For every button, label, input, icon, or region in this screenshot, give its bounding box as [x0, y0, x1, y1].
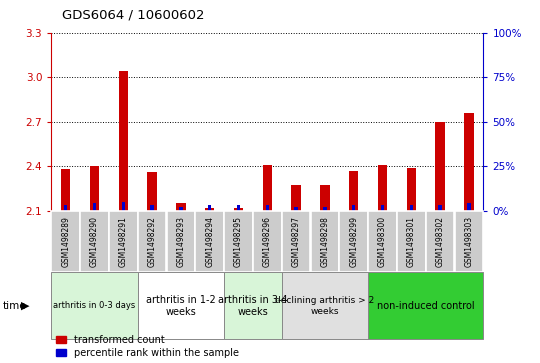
FancyBboxPatch shape	[368, 211, 397, 272]
Bar	[435, 122, 445, 211]
Text: declining arthritis > 2
weeks: declining arthritis > 2 weeks	[275, 296, 375, 315]
Bar	[409, 205, 413, 211]
Bar	[262, 164, 272, 211]
FancyBboxPatch shape	[368, 272, 483, 339]
Bar	[320, 185, 329, 211]
FancyBboxPatch shape	[282, 211, 310, 272]
FancyBboxPatch shape	[224, 211, 253, 272]
Bar	[147, 172, 157, 211]
Bar	[294, 207, 298, 211]
FancyBboxPatch shape	[51, 272, 138, 339]
Bar	[323, 207, 327, 211]
Bar	[208, 205, 212, 211]
Text: arthritis in 3-4
weeks: arthritis in 3-4 weeks	[218, 295, 288, 317]
Text: GSM1498303: GSM1498303	[464, 216, 474, 267]
Legend: transformed count, percentile rank within the sample: transformed count, percentile rank withi…	[56, 335, 239, 358]
Text: GSM1498291: GSM1498291	[119, 216, 128, 267]
Text: arthritis in 1-2
weeks: arthritis in 1-2 weeks	[146, 295, 216, 317]
Bar	[438, 205, 442, 211]
Bar	[407, 168, 416, 211]
FancyBboxPatch shape	[426, 211, 455, 272]
Text: GSM1498298: GSM1498298	[320, 216, 329, 267]
FancyBboxPatch shape	[282, 272, 368, 339]
Text: non-induced control: non-induced control	[377, 301, 475, 311]
Bar	[64, 205, 68, 211]
Text: GSM1498290: GSM1498290	[90, 216, 99, 267]
Text: GSM1498292: GSM1498292	[147, 216, 157, 267]
Bar	[179, 207, 183, 211]
Bar	[464, 113, 474, 211]
Text: GSM1498289: GSM1498289	[61, 216, 70, 267]
Bar	[234, 208, 243, 211]
Bar	[292, 185, 301, 211]
Text: GSM1498293: GSM1498293	[177, 216, 185, 267]
Text: ▶: ▶	[21, 301, 29, 311]
Text: GSM1498302: GSM1498302	[436, 216, 444, 267]
Bar	[119, 71, 128, 211]
Text: time: time	[3, 301, 26, 311]
FancyBboxPatch shape	[138, 211, 166, 272]
Text: GSM1498294: GSM1498294	[205, 216, 214, 267]
Text: GDS6064 / 10600602: GDS6064 / 10600602	[62, 9, 205, 22]
Bar	[90, 166, 99, 211]
FancyBboxPatch shape	[195, 211, 224, 272]
Text: GSM1498297: GSM1498297	[292, 216, 301, 267]
Text: GSM1498295: GSM1498295	[234, 216, 243, 267]
Bar	[237, 205, 240, 211]
Bar	[378, 164, 387, 211]
Text: GSM1498299: GSM1498299	[349, 216, 358, 267]
Bar	[61, 169, 70, 211]
Bar	[176, 203, 186, 211]
FancyBboxPatch shape	[224, 272, 282, 339]
Text: arthritis in 0-3 days: arthritis in 0-3 days	[53, 301, 136, 310]
Bar	[122, 202, 125, 211]
FancyBboxPatch shape	[397, 211, 426, 272]
Text: GSM1498296: GSM1498296	[263, 216, 272, 267]
FancyBboxPatch shape	[253, 211, 282, 272]
Bar	[349, 171, 359, 211]
Bar	[150, 205, 154, 211]
FancyBboxPatch shape	[51, 211, 80, 272]
Text: GSM1498300: GSM1498300	[378, 216, 387, 267]
Bar	[381, 205, 384, 211]
FancyBboxPatch shape	[109, 211, 138, 272]
Bar	[352, 205, 355, 211]
Bar	[93, 203, 96, 211]
Text: GSM1498301: GSM1498301	[407, 216, 416, 267]
FancyBboxPatch shape	[339, 211, 368, 272]
FancyBboxPatch shape	[455, 211, 483, 272]
Bar	[205, 208, 214, 211]
FancyBboxPatch shape	[138, 272, 224, 339]
Bar	[266, 205, 269, 211]
FancyBboxPatch shape	[166, 211, 195, 272]
FancyBboxPatch shape	[80, 211, 109, 272]
FancyBboxPatch shape	[310, 211, 339, 272]
Bar	[467, 203, 471, 211]
